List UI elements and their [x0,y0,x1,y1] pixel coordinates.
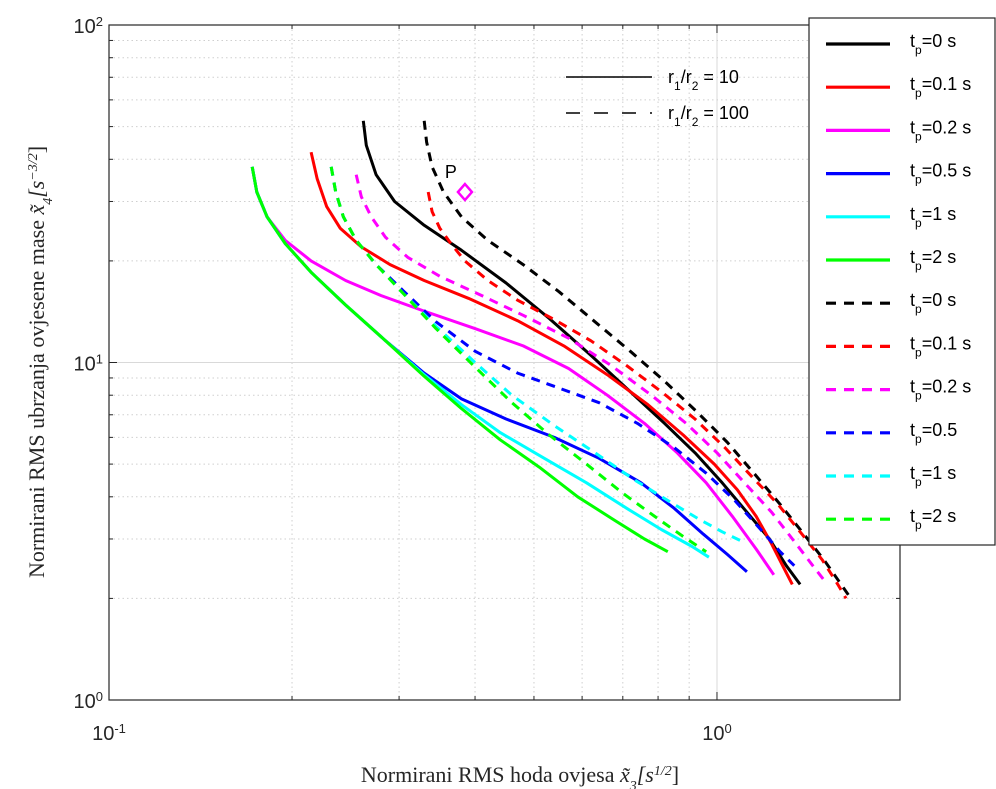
x-tick-label: 100 [702,721,731,746]
line-style-key: r1/r2 = 10 r1/r2 = 100 [566,67,749,129]
x-axis-title: Normirani RMS hoda ovjesa x̃3[s1/2] [361,762,679,789]
legend-entry-label: tp=0 s [910,290,956,316]
legend-box [808,17,996,546]
series-line-2-solid [309,151,794,586]
legend-entry-label: tp=0 s [910,31,956,57]
legend-entry-label: tp=2 s [910,506,956,532]
x-axis-title-prefix: Normirani RMS hoda ovjesa [361,762,620,787]
y-axis-title: Normirani RMS ubrzanja ovjesene mase x̃4… [24,146,56,578]
style-key-label: r1/r2 = 100 [668,103,749,129]
legend-entry-label: tp=0.2 s [910,117,971,143]
legend-entry-label: tp=0.1 s [910,333,971,359]
x-axis-title-bracket-open: [s [637,762,654,787]
series-line-8-dashed [426,191,848,600]
svg-text:Normirani RMS ubrzanja ovjesen: Normirani RMS ubrzanja ovjesene mase x̃4… [24,146,56,578]
series-line-10-dashed [329,166,796,567]
x-axis-title-bracket-close: ] [672,762,679,787]
grid [109,25,900,700]
y-axis-title-bracket-open: [s [24,181,49,198]
y-axis-title-var: x̃ [24,204,49,215]
svg-text:Normirani RMS hoda ovjesa x̃3[: Normirani RMS hoda ovjesa x̃3[s1/2] [361,762,679,789]
legend-entry-label: tp=1 s [910,463,956,489]
legend-entry-label: tp=2 s [910,247,956,273]
x-axis-title-sub: 3 [629,779,637,789]
legend-entry-label: tp=0.2 s [910,377,971,403]
y-tick-label: 102 [74,14,103,39]
y-axis-title-sub: 4 [41,198,56,205]
series-line-12-dashed [329,166,708,553]
point-label: P [445,162,457,182]
legend-entry-label: tp=0.5 [910,420,957,446]
point-marker [456,182,474,202]
y-tick-label: 100 [74,689,103,714]
x-axis-title-var: x̃ [619,762,630,787]
series-line-1-solid [361,120,802,586]
series-line-3-solid [250,166,776,576]
legend-entry-label: tp=1 s [910,204,956,230]
y-tick-label: 101 [74,351,103,376]
y-axis-title-sup: −3/2 [26,153,41,180]
series-line-7-dashed [422,120,853,600]
legend-entry-label: tp=0.5 s [910,161,971,187]
point-layer: P [445,162,474,202]
y-axis-title-prefix: Normirani RMS ubrzanja ovjesene mase [24,215,49,579]
x-tick-label: 10-1 [92,721,126,746]
legend: tp=0 s tp=0.1 s tp=0.2 s tp=0.5 s tp=1 s tp=2… [808,17,996,546]
y-axis-title-bracket-close: ] [24,146,49,153]
series-line-6-solid [250,166,669,554]
tick-labels: 10-1 100 100 101 102 [74,14,732,746]
series-layer [250,120,853,600]
style-key-label: r1/r2 = 10 [668,67,739,93]
series-line-9-dashed [354,174,829,586]
x-axis-title-sup: 1/2 [654,764,672,779]
legend-entry-label: tp=0.1 s [910,74,971,100]
